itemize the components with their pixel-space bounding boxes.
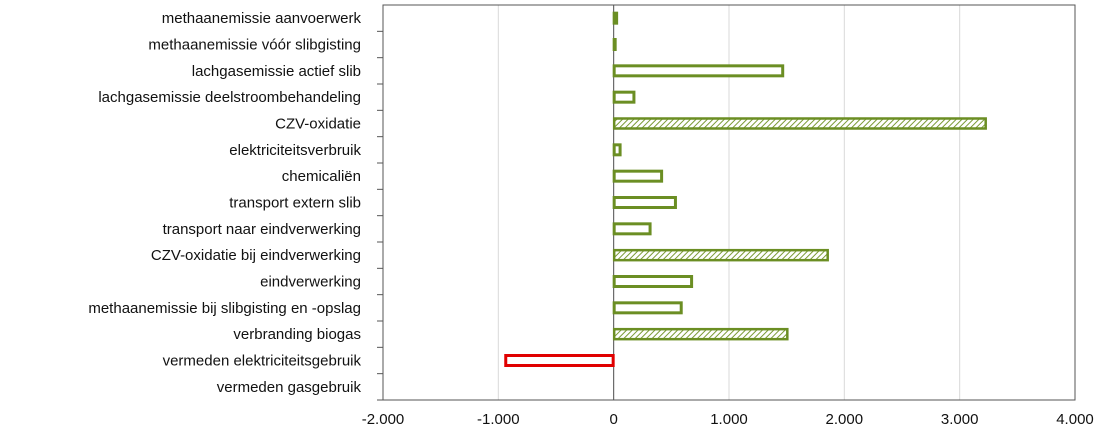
bar (612, 327, 789, 341)
bar (612, 222, 652, 236)
plot-area (382, 4, 1076, 401)
category-label: methaanemissie aanvoerwerk (162, 10, 362, 27)
x-tick-label: 3.000 (941, 411, 979, 428)
bar (612, 38, 617, 51)
category-label: lachgasemissie deelstroombehandeling (98, 89, 361, 106)
category-label: eindverwerking (260, 274, 361, 291)
bar (612, 196, 677, 209)
bar (612, 90, 636, 104)
x-tick-label: -2.000 (362, 411, 405, 428)
category-label: transport extern slib (229, 195, 361, 212)
bar (504, 354, 615, 367)
bar (612, 11, 619, 25)
x-axis-tick-labels: -2.000 -1.000 0 1.000 2.000 3.000 4.000 (362, 411, 1094, 428)
category-label: elektriciteitsverbruik (229, 142, 361, 159)
x-tick-label: -1.000 (477, 411, 520, 428)
gridlines (497, 5, 961, 400)
bar (612, 117, 987, 130)
category-label: transport naar eindverwerking (163, 221, 361, 238)
bars (504, 11, 987, 367)
bar (612, 143, 622, 157)
category-labels: methaanemissie aanvoerwerk methaanemissie… (88, 10, 383, 401)
bar (612, 169, 664, 183)
bar (612, 275, 694, 288)
bar (612, 248, 829, 262)
category-label: verbranding biogas (233, 326, 361, 343)
category-label: vermeden elektriciteitsgebruik (163, 353, 362, 370)
category-label: CZV-oxidatie (275, 116, 361, 133)
category-label: chemicaliën (282, 168, 361, 185)
category-label: vermeden gasgebruik (217, 379, 362, 396)
category-label: methaanemissie vóór slibgisting (148, 37, 361, 54)
bar (612, 301, 683, 315)
x-tick-label: 0 (609, 411, 617, 428)
category-label: lachgasemissie actief slib (192, 63, 361, 80)
category-label: methaanemissie bij slibgisting en -opsla… (88, 300, 361, 317)
x-tick-label: 4.000 (1056, 411, 1094, 428)
category-label: CZV-oxidatie bij eindverwerking (151, 247, 361, 264)
bar (612, 64, 785, 78)
x-tick-label: 2.000 (826, 411, 864, 428)
x-tick-label: 1.000 (710, 411, 748, 428)
